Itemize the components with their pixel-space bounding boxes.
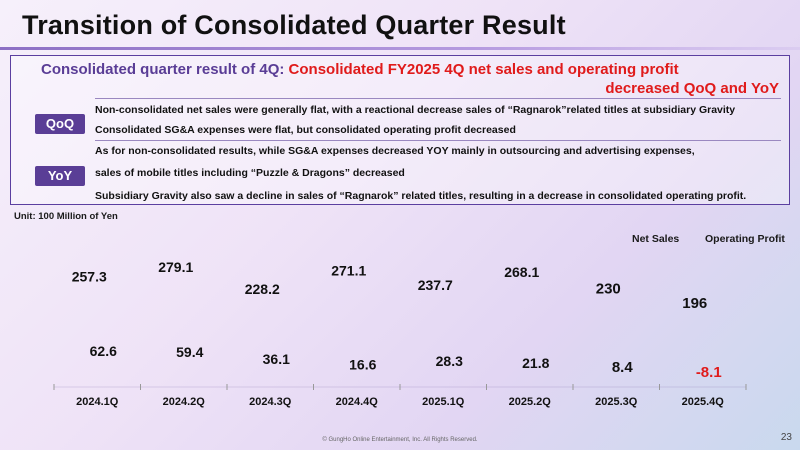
qoq-line-1: Non-consolidated net sales were generall…: [95, 104, 736, 116]
yoy-badge: YoY: [35, 166, 85, 186]
summary-headline-1: Consolidated FY2025 4Q net sales and ope…: [288, 61, 679, 78]
net-sales-value-label: 237.7: [418, 277, 453, 293]
x-tick-label: 2024.1Q: [76, 396, 119, 408]
yoy-line-1: As for non-consolidated results, while S…: [95, 145, 695, 157]
operating-profit-value-label: 62.6: [90, 343, 117, 359]
summary-headline-2: decreased QoQ and YoY: [605, 80, 779, 97]
operating-profit-value-label: 16.6: [349, 357, 376, 373]
x-tick-label: 2024.4Q: [336, 396, 379, 408]
title-underline: [0, 47, 800, 50]
net-sales-value-label: 257.3: [72, 268, 107, 284]
x-tick-label: 2025.2Q: [509, 396, 552, 408]
yoy-top-divider: [95, 140, 781, 141]
qoq-badge: QoQ: [35, 114, 85, 134]
net-sales-value-label: 196: [682, 295, 707, 312]
operating-profit-value-label: 36.1: [263, 351, 290, 367]
x-tick-label: 2024.2Q: [163, 396, 206, 408]
net-sales-value-label: 279.1: [158, 259, 193, 275]
net-sales-value-label: 228.2: [245, 281, 280, 297]
chart-unit-label: Unit: 100 Million of Yen: [14, 211, 118, 222]
copyright-footer: © GungHo Online Entertainment, Inc. All …: [322, 437, 478, 443]
slide-title: Transition of Consolidated Quarter Resul…: [22, 10, 566, 40]
operating-profit-value-label: 59.4: [176, 344, 203, 360]
x-tick-label: 2025.1Q: [422, 396, 465, 408]
operating-profit-value-label: 8.4: [612, 359, 634, 376]
legend-operating-profit: Operating Profit: [705, 233, 785, 245]
summary-lead: Consolidated quarter result of 4Q:: [41, 61, 289, 78]
operating-profit-value-label: 28.3: [436, 353, 463, 369]
quarterly-results-chart: 2024.1Q 257.3 62.6 2024.2Q 279.1 59.4 2024.3Q 2…: [53, 259, 747, 408]
net-sales-value-label: 271.1: [331, 262, 366, 278]
x-tick-label: 2024.3Q: [249, 396, 292, 408]
summary-box: Consolidated quarter result of 4Q: Conso…: [10, 55, 790, 205]
summary-headline: Consolidated quarter result of 4Q: Conso…: [41, 60, 779, 98]
page-number: 23: [780, 432, 792, 443]
qoq-top-divider: [95, 98, 781, 99]
operating-profit-value-label: -8.1: [696, 364, 722, 381]
x-tick-label: 2025.3Q: [595, 396, 638, 408]
legend-net-sales: Net Sales: [632, 233, 680, 245]
yoy-line-3: Subsidiary Gravity also saw a decline in…: [95, 190, 747, 202]
net-sales-value-label: 230: [596, 280, 621, 297]
yoy-line-2: sales of mobile titles including “Puzzle…: [95, 167, 405, 179]
net-sales-value-label: 268.1: [504, 264, 539, 280]
operating-profit-value-label: 21.8: [522, 355, 549, 371]
qoq-line-2: Consolidated SG&A expenses were flat, bu…: [95, 124, 516, 136]
x-tick-label: 2025.4Q: [682, 396, 725, 408]
